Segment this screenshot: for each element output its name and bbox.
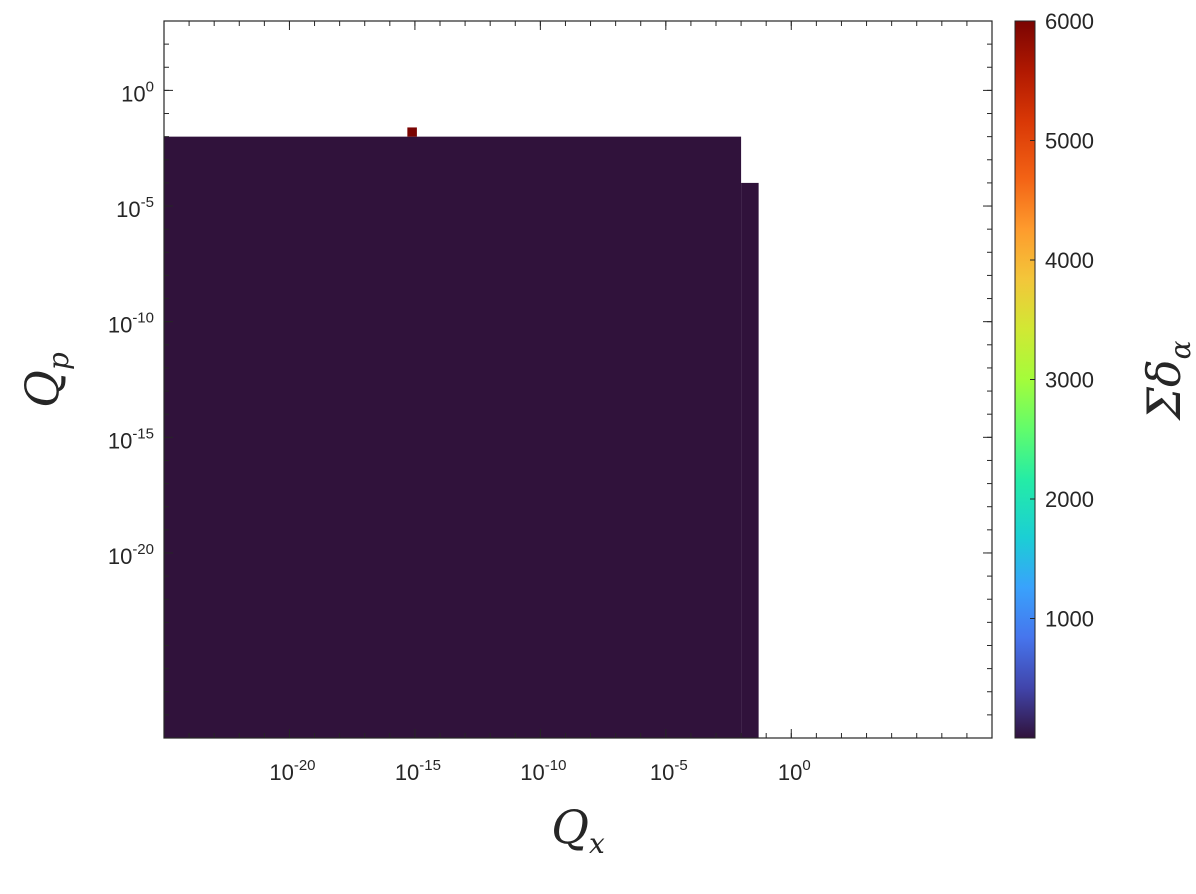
colorbar-title-main: Σδ: [1137, 359, 1191, 421]
plot-frame: [163, 20, 993, 739]
y-axis-title: Qp: [15, 352, 75, 408]
x-tick-label: 10-5: [650, 757, 688, 785]
x-axis-title: Qx: [551, 800, 605, 860]
colorbar-tick-label: 5000: [1045, 129, 1094, 154]
colorbar-tick-label: 3000: [1045, 368, 1094, 393]
x-tick-label: 10-10: [520, 757, 566, 785]
y-tick-label: 100: [121, 78, 154, 106]
colorbar-tick-label: 4000: [1045, 248, 1094, 273]
y-tick-label: 10-10: [108, 310, 154, 338]
heatmap-region-0: [164, 136, 742, 739]
colorbar-ticks: 1000 2000 3000 4000 5000 6000: [1030, 9, 1094, 632]
colorbar: [1015, 21, 1035, 738]
x-axis-ticks: 10-20 10-15 10-10 10-5 100: [188, 21, 968, 785]
y-axis-title-main: Q: [15, 370, 69, 408]
y-axis-title-sub: p: [42, 352, 75, 370]
heatmap-region-1: [741, 182, 759, 739]
heatmap-data: [164, 127, 759, 739]
colorbar-title-sub: α: [1164, 340, 1196, 359]
y-axis-title-group: Qp: [15, 352, 75, 408]
y-tick-label: 10-5: [116, 194, 154, 222]
colorbar-tick-label: 1000: [1045, 607, 1094, 632]
y-tick-label: 10-15: [108, 425, 154, 453]
heatmap-cell-0: [407, 127, 417, 137]
y-tick-label: 10-20: [108, 541, 154, 569]
x-tick-label: 10-20: [269, 757, 315, 785]
x-tick-label: 10-15: [395, 757, 441, 785]
colorbar-title: Σδα: [1137, 340, 1196, 421]
colorbar-tick-label: 6000: [1045, 9, 1094, 34]
y-axis-ticks: 100 10-5 10-10 10-15 10-20: [108, 43, 992, 716]
x-axis-title-main: Q: [551, 800, 589, 854]
colorbar-tick-label: 2000: [1045, 487, 1094, 512]
x-tick-label: 100: [778, 757, 811, 785]
colorbar-title-group: Σδα: [1137, 340, 1196, 421]
x-axis-title-sub: x: [589, 827, 605, 860]
